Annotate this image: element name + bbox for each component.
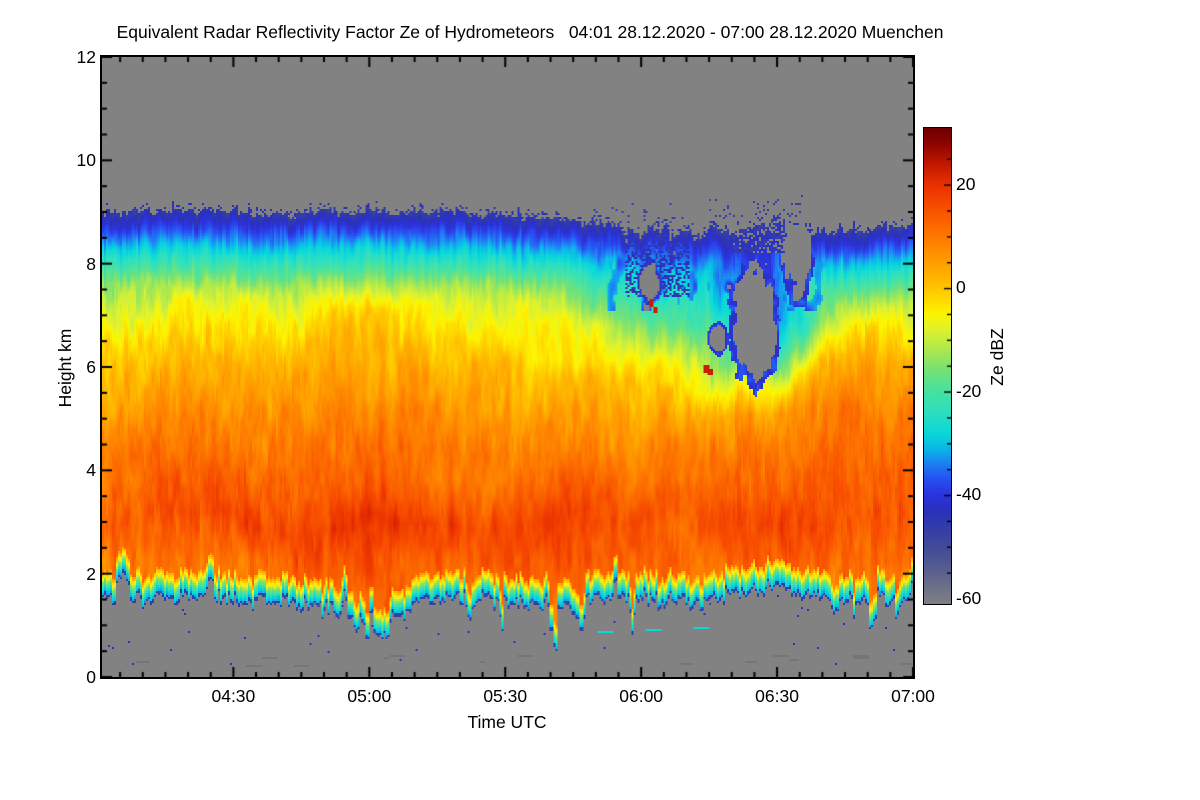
x-tick-label: 07:00 [891, 686, 935, 706]
y-tick-label: 10 [76, 150, 96, 171]
x-axis-label: Time UTC [467, 712, 547, 732]
y-tick-label: 0 [86, 667, 96, 687]
x-tick-label: 04:30 [211, 686, 256, 706]
x-tick-label: 06:00 [619, 686, 664, 706]
colorbar-tick-label: 0 [956, 277, 966, 298]
colorbar-tick-label: -60 [956, 587, 982, 608]
colorbar-tick-label: -40 [956, 484, 982, 505]
colorbar-gradient [924, 128, 951, 604]
x-tick-label: 05:30 [483, 686, 528, 706]
y-tick-label: 12 [76, 47, 96, 67]
colorbar-tick-label: -20 [956, 380, 982, 401]
axis-ticks-overlay [102, 57, 913, 677]
y-tick-label: 8 [86, 253, 96, 274]
y-tick-label: 6 [86, 357, 96, 377]
plot-area [100, 55, 915, 679]
x-tick-label: 06:30 [755, 686, 799, 706]
colorbar [923, 127, 952, 605]
colorbar-tick-label: 20 [956, 173, 976, 194]
x-tick-label: 05:00 [347, 686, 392, 706]
y-tick-label: 2 [86, 563, 96, 584]
y-tick-label: 4 [86, 460, 96, 481]
colorbar-label: Ze dBZ [987, 328, 1007, 386]
chart-title: Equivalent Radar Reflectivity Factor Ze … [116, 22, 944, 42]
